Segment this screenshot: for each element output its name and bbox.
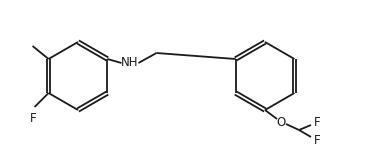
Text: F: F — [314, 116, 321, 128]
Text: NH: NH — [121, 57, 138, 69]
Text: O: O — [277, 116, 285, 128]
Text: F: F — [314, 133, 321, 147]
Text: F: F — [30, 112, 37, 125]
